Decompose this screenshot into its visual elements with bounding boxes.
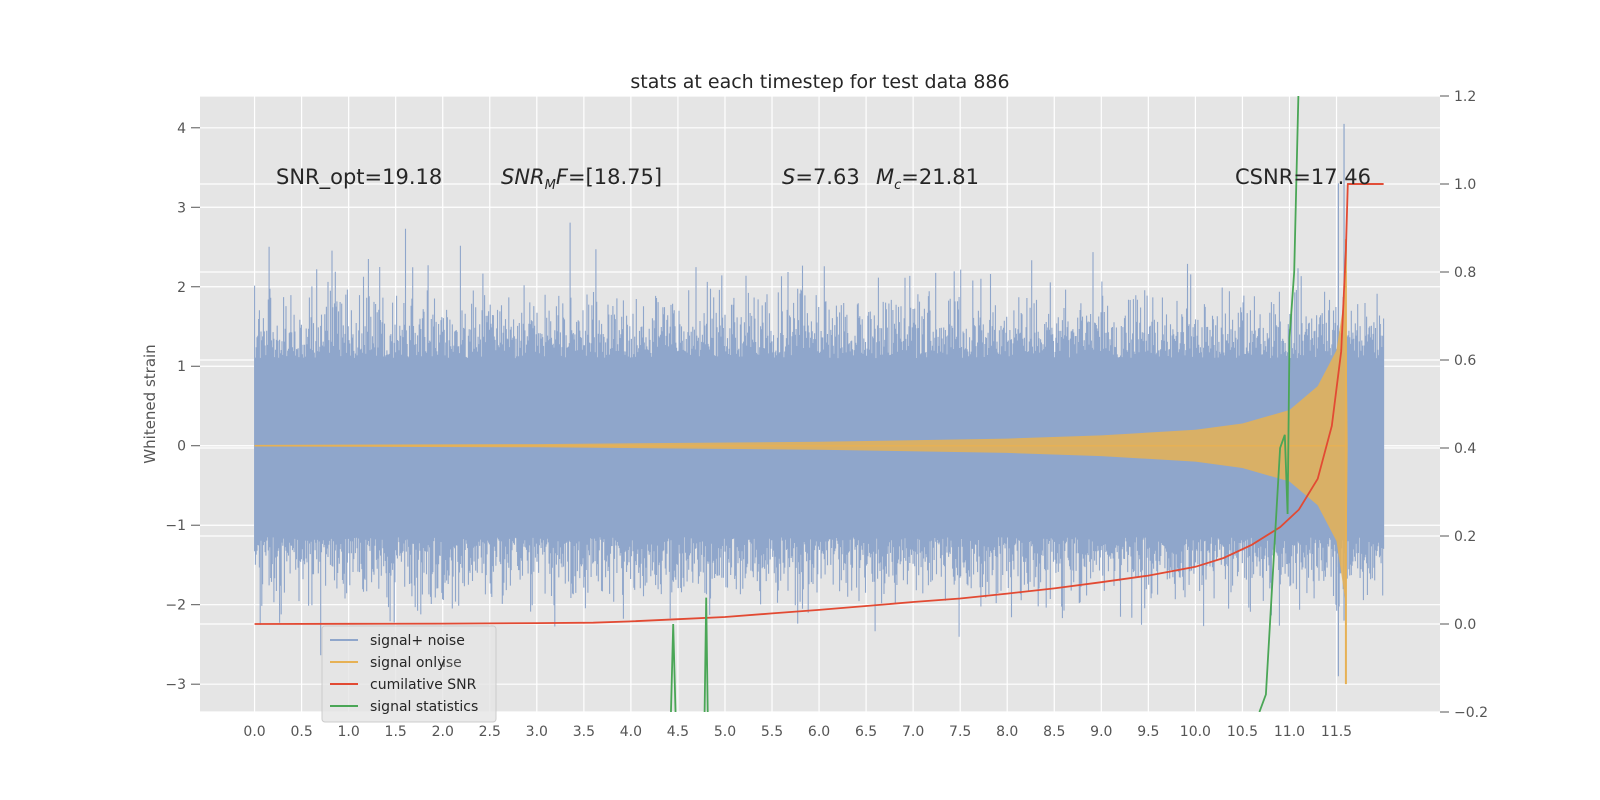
x-tick-label: 10.5: [1227, 724, 1258, 740]
x-tick-label: 0.0: [243, 724, 265, 740]
legend-label-noise: signal+ noise: [370, 633, 465, 649]
y2-tick-label: 1.2: [1454, 89, 1476, 105]
y-tick-label: −1: [165, 518, 186, 534]
x-tick-label: 4.0: [620, 724, 642, 740]
y-axis-ticks: 4 3 2 1 0 −1 −2 −3: [165, 121, 200, 693]
annotation-snr-mf: SNRMF=[18.75]: [501, 165, 662, 193]
x-tick-label: 11.5: [1321, 724, 1352, 740]
y2-tick-label: 1.0: [1454, 177, 1476, 193]
annotation-s: S=7.63: [782, 165, 860, 189]
x-tick-label: 4.5: [667, 724, 689, 740]
annotation-csnr: CSNR=17.46: [1235, 165, 1371, 189]
y2-tick-label: 0.8: [1454, 265, 1476, 281]
x-tick-label: 11.0: [1274, 724, 1305, 740]
x-tick-label: 5.5: [761, 724, 783, 740]
x-tick-label: 9.0: [1090, 724, 1112, 740]
y2-tick-label: −0.2: [1454, 705, 1488, 721]
legend: signal+ noise ise signal only cumilative…: [321, 625, 497, 723]
x-tick-label: 10.0: [1180, 724, 1211, 740]
y-tick-label: 3: [177, 200, 186, 216]
legend-ghost-ise: ise: [442, 655, 462, 671]
y-tick-label: 2: [177, 280, 186, 296]
legend-label-signal: signal only: [370, 655, 445, 671]
annotation-snr-opt: SNR_opt=19.18: [276, 165, 442, 190]
y-tick-label: 1: [177, 359, 186, 375]
x-tick-label: 5.0: [714, 724, 736, 740]
cumulative-snr-line: [254, 183, 1384, 625]
y-tick-label: −2: [165, 598, 186, 614]
signal-statistics-line: [670, 623, 677, 712]
x-tick-label: 1.0: [338, 724, 360, 740]
x-tick-label: 8.5: [1043, 724, 1065, 740]
signal-series: [254, 239, 1348, 685]
signal-statistics-line: [1258, 96, 1300, 712]
y-tick-label: 0: [177, 439, 186, 455]
x-tick-label: 7.0: [902, 724, 924, 740]
x-tick-label: 8.0: [996, 724, 1018, 740]
x-tick-label: 6.5: [855, 724, 877, 740]
x-tick-label: 1.5: [385, 724, 407, 740]
y-axis-label: Whitened strain: [141, 344, 159, 463]
annotation-mc: Mc=21.81: [876, 165, 979, 193]
chart-title: stats at each timestep for test data 886: [630, 71, 1009, 93]
y2-tick-label: 0.0: [1454, 617, 1476, 633]
x-tick-label: 3.5: [573, 724, 595, 740]
signal-statistics-series: [670, 96, 1300, 712]
x-tick-label: 3.0: [526, 724, 548, 740]
x-tick-label: 9.5: [1137, 724, 1159, 740]
x-tick-label: 2.5: [479, 724, 501, 740]
y2-tick-label: 0.2: [1454, 529, 1476, 545]
x-tick-label: 6.0: [808, 724, 830, 740]
signal-statistics-line: [703, 597, 709, 712]
y-tick-label: −3: [165, 677, 186, 693]
legend-box: [321, 625, 497, 723]
x-tick-label: 0.5: [290, 724, 312, 740]
legend-label-stat: signal statistics: [370, 699, 478, 715]
y2-tick-label: 0.4: [1454, 441, 1476, 457]
x-tick-label: 7.5: [949, 724, 971, 740]
cumulative-snr-series: [254, 183, 1384, 625]
x-axis-ticks: 0.0 0.5 1.0 1.5 2.0 2.5 3.0 3.5 4.0 4.5 5.0 5.5 6.0 6…: [243, 724, 1352, 740]
legend-label-snr: cumilative SNR: [370, 677, 477, 693]
y2-axis-ticks: 1.2 1.0 0.8 0.6 0.4 0.2 0.0 −0.2: [1440, 89, 1488, 721]
x-tick-label: 2.0: [432, 724, 454, 740]
y-tick-label: 4: [177, 121, 186, 137]
y2-tick-label: 0.6: [1454, 353, 1476, 369]
